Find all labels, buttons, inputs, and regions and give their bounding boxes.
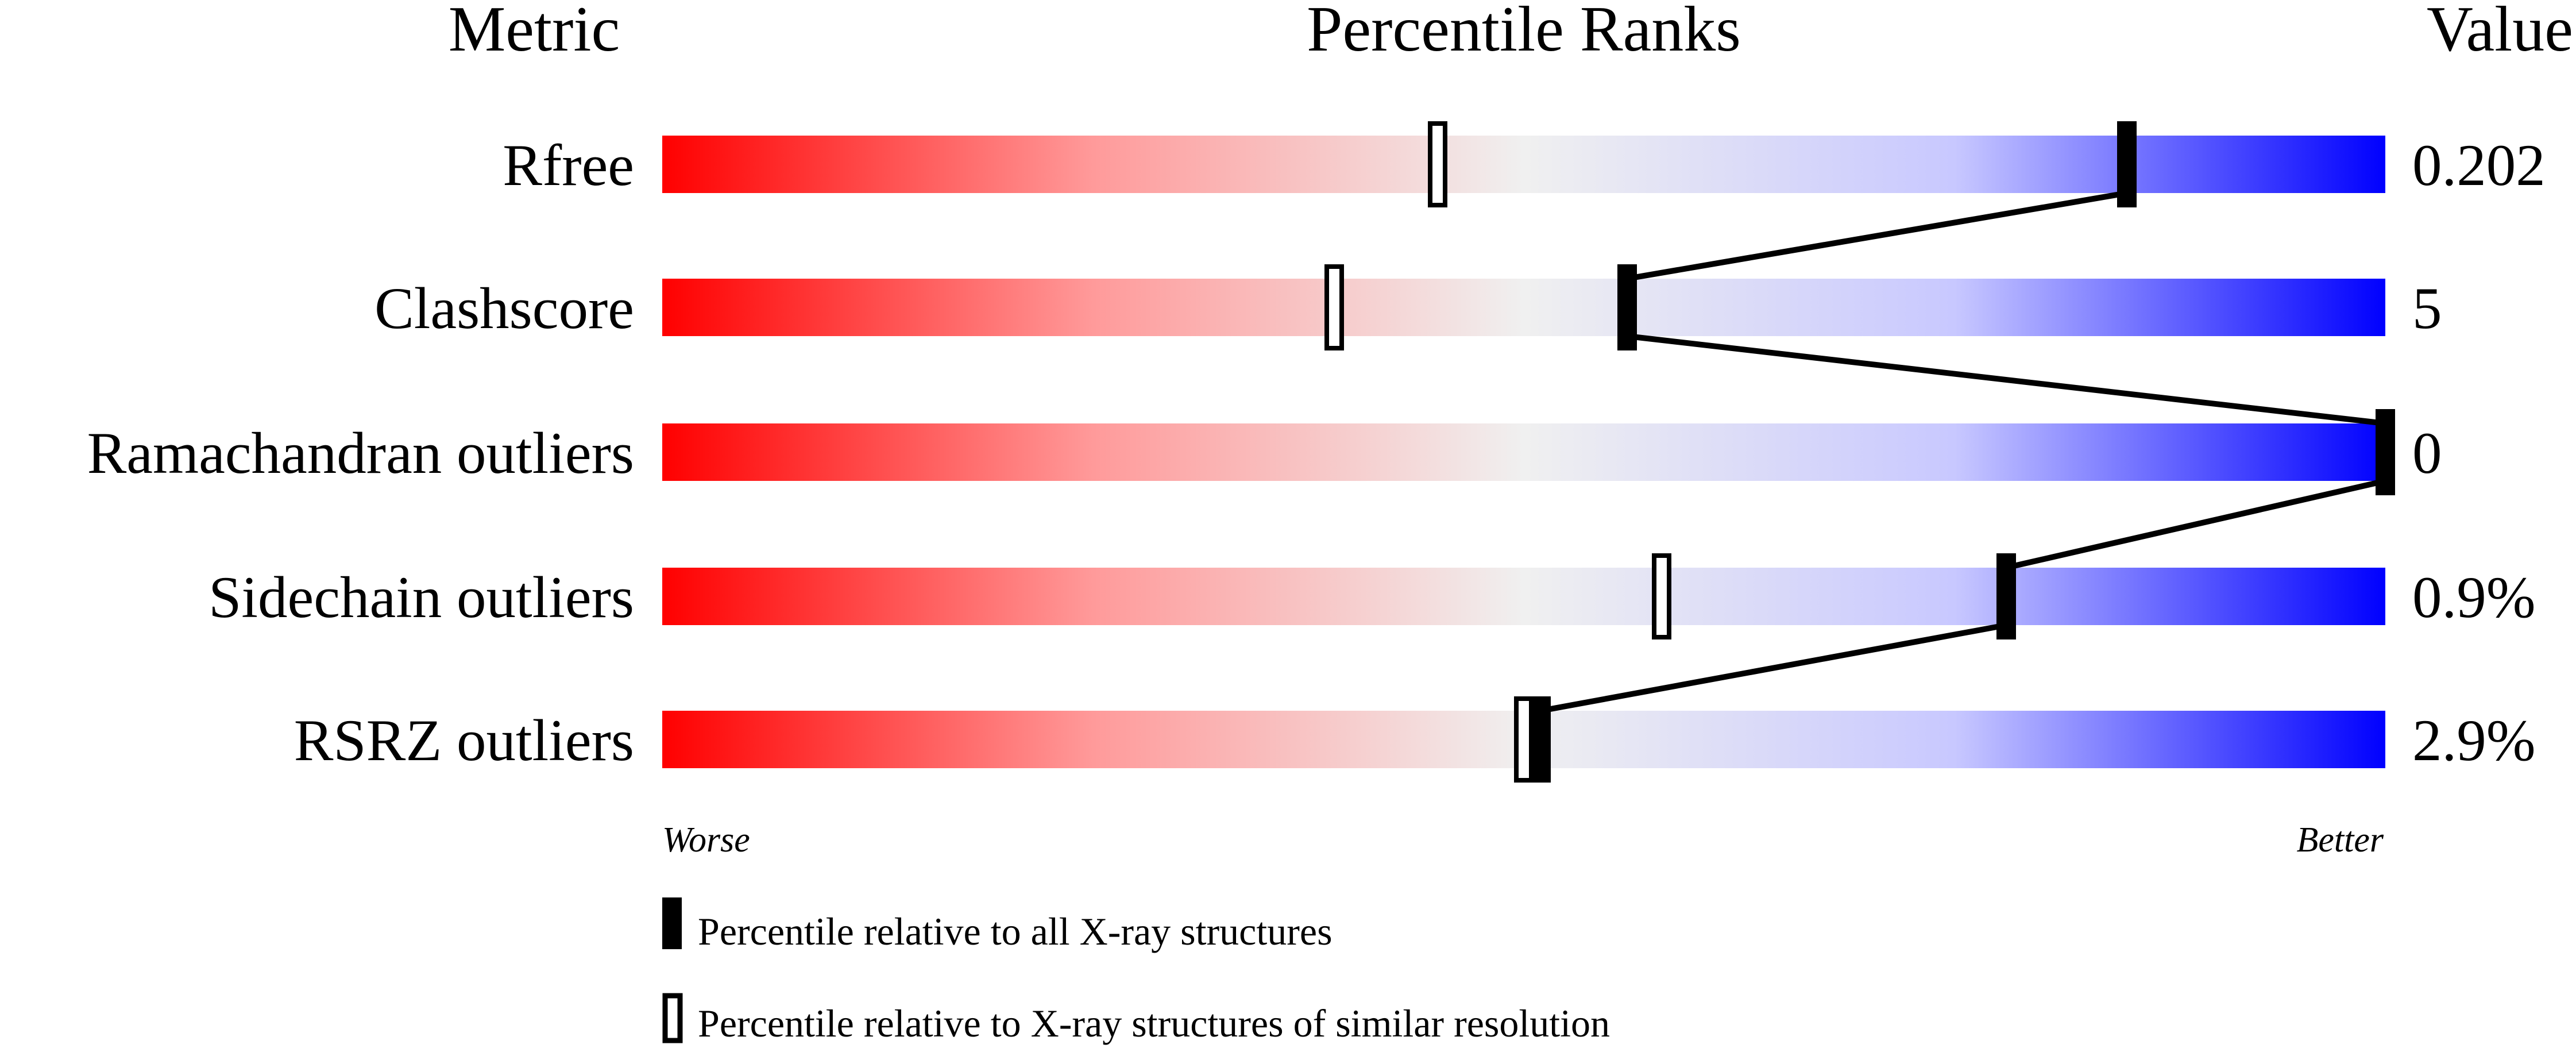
all-structures-marker [2117, 121, 2137, 207]
all-structures-marker [2376, 409, 2395, 495]
percentile-bar [662, 568, 2385, 625]
metric-value: 5 [2412, 276, 2442, 341]
similar-resolution-marker [1324, 264, 1344, 350]
all-structures-marker [1996, 553, 2016, 639]
better-label: Better [2297, 820, 2384, 860]
metric-value: 2.9% [2412, 708, 2536, 773]
metric-label: Ramachandran outliers [87, 421, 634, 486]
metric-value: 0.9% [2412, 565, 2536, 630]
header-ranks: Percentile Ranks [1307, 0, 1741, 65]
legend-all-label: Percentile relative to all X-ray structu… [698, 910, 1333, 953]
similar-resolution-marker [1514, 696, 1534, 783]
all-structures-marker [1531, 696, 1551, 783]
legend-open-marker [662, 993, 683, 1043]
similar-resolution-marker [1428, 121, 1447, 207]
metric-label: RSRZ outliers [294, 708, 634, 773]
legend-similar-label: Percentile relative to X-ray structures … [698, 1001, 1610, 1045]
metric-label: Clashscore [374, 276, 634, 341]
percentile-bar [662, 423, 2385, 481]
all-structures-marker [1617, 264, 1637, 350]
connector-line [1627, 333, 2386, 426]
legend-filled-marker [662, 897, 682, 949]
header-metric: Metric [449, 0, 620, 65]
metric-value: 0 [2412, 421, 2442, 486]
header-value: Value [2427, 0, 2573, 65]
metric-label: Sidechain outliers [208, 565, 634, 630]
percentile-bar [662, 279, 2385, 336]
connector-line [1540, 622, 2007, 714]
similar-resolution-marker [1652, 553, 1671, 639]
legend: Percentile relative to all X-ray structu… [662, 897, 1610, 1045]
worse-label: Worse [662, 820, 750, 860]
metric-value: 0.202 [2412, 133, 2546, 198]
percentile-bar [662, 136, 2385, 193]
connector-line [2005, 478, 2386, 571]
metric-label: Rfree [503, 133, 634, 198]
connector-line [1627, 190, 2127, 282]
